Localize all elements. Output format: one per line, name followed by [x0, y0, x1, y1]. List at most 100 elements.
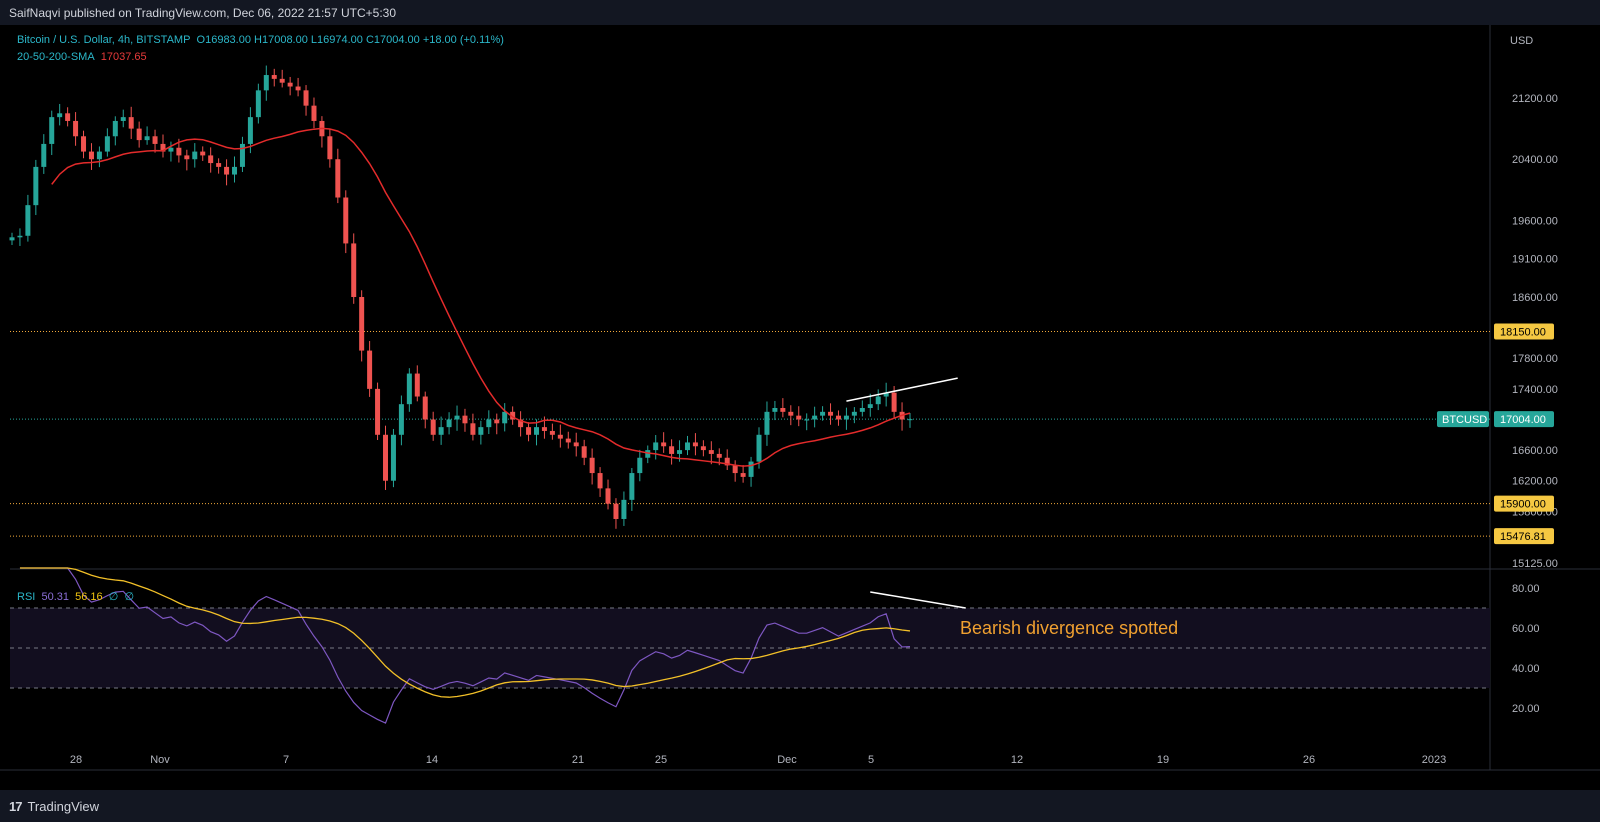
rsi-tick-label: 40.00: [1512, 663, 1540, 675]
candle-body: [478, 427, 484, 435]
symbol-badge: [1437, 411, 1489, 428]
time-tick-label: 21: [572, 754, 584, 766]
candle-body: [605, 488, 611, 504]
candle-body: [494, 419, 500, 424]
candle-body: [613, 503, 619, 519]
candle-body: [645, 450, 651, 458]
candle-body: [88, 151, 94, 160]
symbol-name: Bitcoin / U.S. Dollar, 4h, BITSTAMP: [17, 34, 191, 46]
candle-body: [716, 453, 722, 458]
candle-body: [184, 155, 190, 160]
candle-body: [907, 419, 913, 421]
candle-body: [502, 411, 508, 424]
candle-body: [335, 159, 341, 198]
publish-text: SaifNaqvi published on TradingView.com, …: [9, 6, 397, 20]
publish-header: SaifNaqvi published on TradingView.com, …: [0, 0, 1600, 25]
candle-body: [724, 457, 730, 466]
price-tick-label: 18600.00: [1512, 292, 1558, 304]
candle-body: [406, 373, 412, 405]
candle-body: [804, 419, 810, 421]
candle-body: [430, 419, 436, 435]
candle-body: [661, 442, 667, 447]
time-tick-label: 5: [868, 754, 874, 766]
candle-body: [446, 419, 452, 428]
candle-body: [311, 105, 317, 121]
candle-body: [780, 408, 786, 412]
time-tick-label: Dec: [777, 754, 797, 766]
candle-body: [144, 136, 150, 141]
candle-body: [279, 78, 285, 83]
level-price-badge: [1494, 495, 1554, 512]
brand-label: TradingView: [27, 799, 100, 814]
candle-body: [192, 151, 198, 160]
candle-body: [295, 86, 301, 91]
candle-body: [669, 446, 675, 454]
candle-body: [33, 166, 39, 206]
candle-body: [128, 117, 134, 129]
time-tick-label: 7: [283, 754, 289, 766]
candle-body: [843, 415, 849, 420]
candle-body: [486, 419, 492, 428]
rsi-extra-1: ∅: [108, 591, 119, 603]
last-price-label: 17004.00: [1500, 414, 1546, 426]
candle-body: [136, 128, 142, 141]
candle-body: [25, 205, 31, 236]
price-tick-label: 20400.00: [1512, 154, 1558, 166]
candle-body: [637, 457, 643, 474]
level-price-badge: [1494, 323, 1554, 340]
candle-body: [454, 415, 460, 420]
candle-body: [677, 450, 683, 454]
candle-body: [565, 438, 571, 443]
candle-body: [224, 166, 230, 175]
price-tick-label: 17400.00: [1512, 384, 1558, 396]
chart-svg[interactable]: USD 21200.00 20400.00 19600.00 19100.00 18600…: [0, 0, 1600, 790]
candle-body: [684, 442, 690, 451]
price-tick-label: 15125.00: [1512, 558, 1558, 570]
tradingview-brand[interactable]: 17 TradingView: [9, 799, 99, 814]
level-price-badge: [1494, 528, 1554, 545]
candle-body: [287, 82, 293, 87]
sma-label: 20-50-200-SMA: [17, 51, 95, 63]
candle-body: [232, 166, 238, 175]
candle-body: [820, 411, 826, 416]
price-tick-label: 21200.00: [1512, 93, 1558, 105]
candle-body: [112, 120, 118, 137]
candle-body: [700, 446, 706, 451]
level-price-label: 15476.81: [1500, 531, 1546, 543]
candle-body: [549, 430, 555, 435]
candle-body: [81, 136, 87, 152]
candle-body: [303, 90, 309, 106]
candle-body: [263, 75, 269, 91]
price-tick-label: 19600.00: [1512, 215, 1558, 227]
candle-body: [859, 408, 865, 412]
sma-legend: 20-50-200-SMA 17037.65: [17, 51, 147, 63]
candle-body: [422, 396, 428, 420]
price-trendline: [846, 377, 958, 402]
sma-line: [51, 127, 911, 467]
rsi-value: 50.31: [41, 591, 69, 603]
rsi-label: RSI: [17, 591, 36, 603]
candle-body: [271, 75, 277, 79]
tradingview-logo-icon: 17: [9, 799, 23, 814]
candle-body: [589, 457, 595, 474]
candle-body: [732, 465, 738, 474]
candle-body: [533, 427, 539, 435]
candle-body: [367, 350, 373, 389]
level-price-label: 15900.00: [1500, 499, 1546, 511]
candle-body: [851, 411, 857, 416]
candle-body: [247, 117, 253, 144]
candle-body: [383, 434, 389, 481]
candle-body: [875, 396, 881, 405]
level-price-label: 18150.00: [1500, 326, 1546, 338]
candle-body: [120, 117, 126, 121]
candle-body: [812, 415, 818, 420]
candle-body: [239, 143, 245, 167]
candle-body: [541, 427, 547, 431]
candle-body: [462, 415, 468, 424]
candle-body: [891, 392, 897, 412]
candle-body: [835, 415, 841, 420]
candle-body: [621, 499, 627, 519]
candle-body: [390, 434, 396, 481]
time-tick-label: 2023: [1422, 754, 1446, 766]
candle-body: [359, 297, 365, 351]
